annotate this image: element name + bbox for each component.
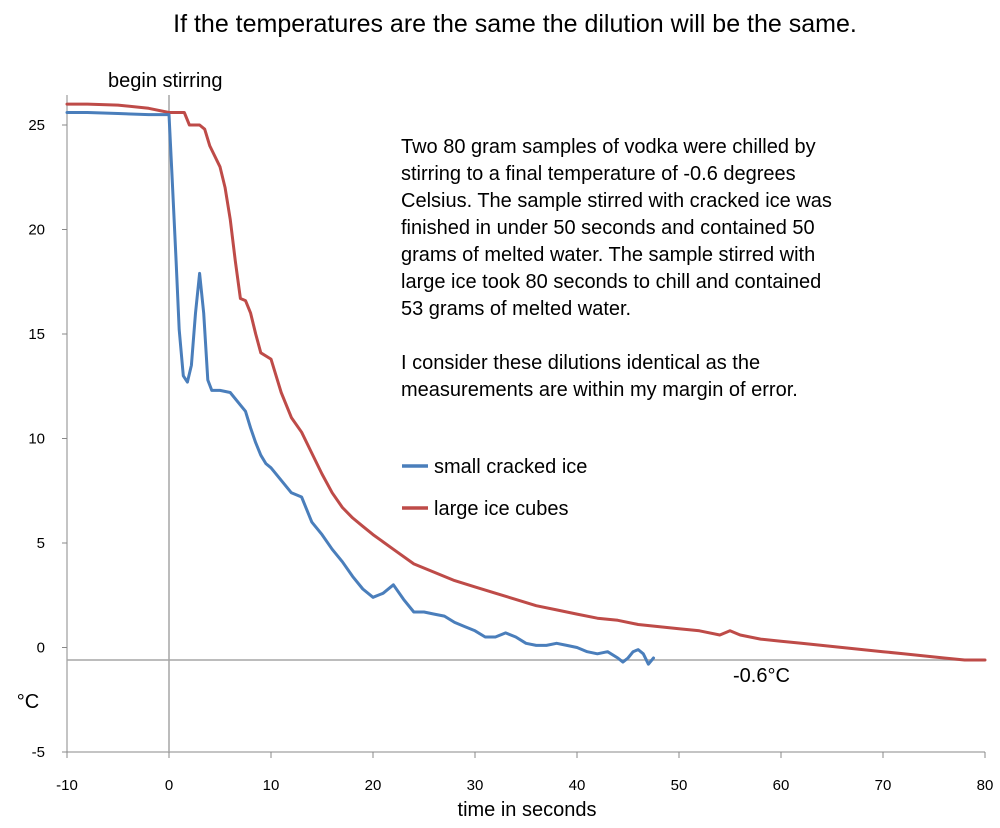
x-tick-label: -10 [56,777,78,794]
annotation-line: Celsius. The sample stirred with cracked… [401,190,832,212]
y-tick-label: -5 [32,744,45,761]
y-tick-label: 0 [37,640,45,657]
x-tick-label: 20 [365,777,382,794]
x-tick-label: 0 [165,777,173,794]
x-tick-label: 60 [773,777,790,794]
annotation-line: large ice took 80 seconds to chill and c… [401,271,821,293]
annotation-line: finished in under 50 seconds and contain… [401,217,815,239]
y-tick-label: 5 [37,535,45,552]
x-tick-label: 30 [467,777,484,794]
y-axis-label: °C [17,691,39,713]
series-lines [65,102,987,666]
annotation-line: stirring to a final temperature of -0.6 … [401,163,796,185]
reference-lines: begin stirring -0.6°C [67,70,985,752]
series-line [65,111,655,666]
series-line [65,102,987,662]
y-tick-label: 25 [28,117,45,134]
y-tick-label: 15 [28,326,45,343]
x-tick-label: 10 [263,777,280,794]
x-axis-label: time in seconds [458,799,597,821]
x-tick-label: 70 [875,777,892,794]
annotation-line: 53 grams of melted water. [401,298,631,320]
x-tick-label: 40 [569,777,586,794]
final-temperature-label: -0.6°C [733,665,790,687]
legend: small cracked ice large ice cubes [402,456,587,520]
legend-label: small cracked ice [434,456,587,478]
annotation-line: grams of melted water. The sample stirre… [401,244,815,266]
y-axis: -5 0 5 10 15 20 25 [28,95,68,761]
annotation-line: Two 80 gram samples of vodka were chille… [401,136,816,158]
chart-title: If the temperatures are the same the dil… [173,10,857,38]
x-axis: -10 0 10 20 30 40 50 60 70 80 [56,751,994,794]
x-tick-label: 80 [977,777,994,794]
x-tick-label: 50 [671,777,688,794]
y-tick-label: 20 [28,222,45,239]
y-tick-label: 10 [28,431,45,448]
begin-stirring-label: begin stirring [108,70,223,92]
annotation-line: I consider these dilutions identical as … [401,352,760,374]
annotation-line: measurements are within my margin of err… [401,379,798,401]
legend-label: large ice cubes [434,498,569,520]
annotation-text: Two 80 gram samples of vodka were chille… [401,136,832,401]
